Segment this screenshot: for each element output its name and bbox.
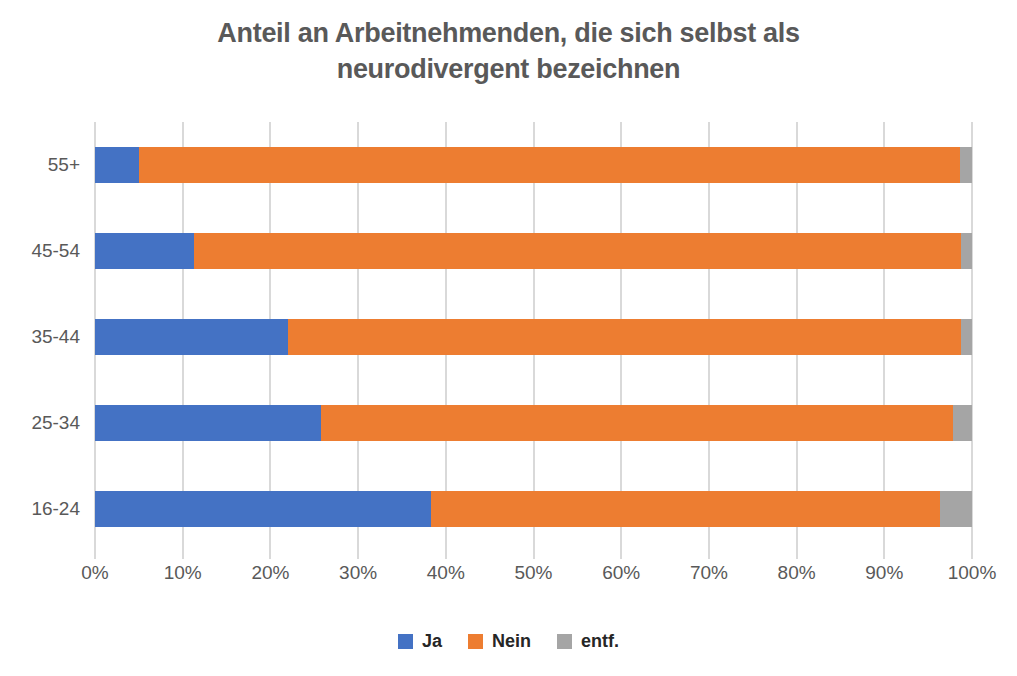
tick-mark-60 <box>620 552 622 559</box>
x-tick-label-70: 70% <box>690 562 728 584</box>
x-tick-label-40: 40% <box>427 562 465 584</box>
tick-mark-0 <box>94 552 96 559</box>
plot-area <box>95 122 972 552</box>
bar-segment-Nein-45-54 <box>194 233 961 269</box>
bar-segment-Ja-55+ <box>95 147 139 183</box>
bar-row-25-34 <box>95 405 972 441</box>
x-tick-label-20: 20% <box>251 562 289 584</box>
category-label-55+: 55+ <box>0 147 80 183</box>
chart-title-line-2: neurodivergent bezeichnen <box>0 52 1017 88</box>
legend-label-Nein: Nein <box>492 631 531 652</box>
category-label-16-24: 16-24 <box>0 491 80 527</box>
bar-segment-entf-55+ <box>960 147 972 183</box>
category-label-45-54: 45-54 <box>0 233 80 269</box>
x-tick-label-30: 30% <box>339 562 377 584</box>
tick-mark-90 <box>883 552 885 559</box>
tick-mark-20 <box>269 552 271 559</box>
bar-row-45-54 <box>95 233 972 269</box>
legend-item-Ja: Ja <box>398 631 442 652</box>
bar-segment-Nein-16-24 <box>431 491 940 527</box>
bar-row-16-24 <box>95 491 972 527</box>
x-tick-label-100: 100% <box>948 562 997 584</box>
bar-segment-entf-16-24 <box>940 491 972 527</box>
x-tick-label-80: 80% <box>778 562 816 584</box>
tick-mark-30 <box>357 552 359 559</box>
x-tick-label-50: 50% <box>514 562 552 584</box>
legend: Ja Nein entf. <box>0 631 1017 652</box>
bar-segment-Ja-35-44 <box>95 319 288 355</box>
legend-swatch-entf <box>557 634 572 649</box>
bar-row-35-44 <box>95 319 972 355</box>
chart-title-line-1: Anteil an Arbeitnehmenden, die sich selb… <box>0 16 1017 52</box>
tick-mark-40 <box>445 552 447 559</box>
bar-row-55+ <box>95 147 972 183</box>
x-tick-label-90: 90% <box>865 562 903 584</box>
tick-mark-100 <box>971 552 973 559</box>
bar-segment-Nein-25-34 <box>321 405 952 441</box>
tick-mark-70 <box>708 552 710 559</box>
x-tick-label-10: 10% <box>164 562 202 584</box>
legend-label-Ja: Ja <box>422 631 442 652</box>
bar-segment-Ja-25-34 <box>95 405 321 441</box>
legend-swatch-Ja <box>398 634 413 649</box>
bar-segment-entf-25-34 <box>953 405 972 441</box>
legend-item-entf: entf. <box>557 631 619 652</box>
category-label-35-44: 35-44 <box>0 319 80 355</box>
bar-segment-entf-35-44 <box>961 319 972 355</box>
legend-label-entf: entf. <box>581 631 619 652</box>
bar-segment-entf-45-54 <box>961 233 972 269</box>
bar-segment-Ja-45-54 <box>95 233 194 269</box>
bar-segment-Ja-16-24 <box>95 491 431 527</box>
tick-mark-10 <box>182 552 184 559</box>
category-label-25-34: 25-34 <box>0 405 80 441</box>
tick-mark-80 <box>796 552 798 559</box>
bar-segment-Nein-35-44 <box>288 319 962 355</box>
chart-title: Anteil an Arbeitnehmenden, die sich selb… <box>0 16 1017 87</box>
x-tick-label-0: 0% <box>81 562 108 584</box>
legend-swatch-Nein <box>468 634 483 649</box>
bar-segment-Nein-55+ <box>139 147 960 183</box>
tick-mark-50 <box>533 552 535 559</box>
legend-item-Nein: Nein <box>468 631 531 652</box>
chart: Anteil an Arbeitnehmenden, die sich selb… <box>0 0 1017 676</box>
x-tick-label-60: 60% <box>602 562 640 584</box>
